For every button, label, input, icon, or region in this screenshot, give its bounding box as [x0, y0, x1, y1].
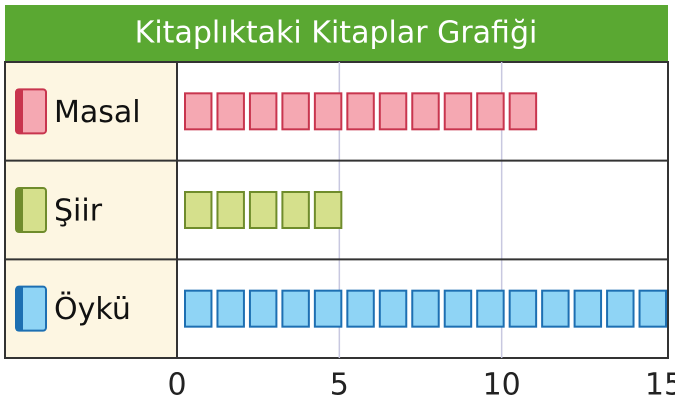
book-cell: [346, 289, 375, 328]
book-spine: [16, 286, 23, 331]
chart-title: Kitaplıktaki Kitaplar Grafiği: [135, 16, 538, 51]
book-cell: [313, 289, 343, 328]
x-tick-label: 0: [167, 368, 186, 403]
book-cell: [248, 191, 278, 229]
book-cell: [281, 92, 310, 131]
book-cell: [508, 289, 538, 328]
book-cell: [606, 289, 635, 328]
table-frame: [4, 61, 669, 359]
bar: [184, 191, 343, 229]
book-cell: [313, 191, 343, 229]
book-cell: [248, 92, 278, 131]
book-cell: [638, 289, 667, 328]
book-cell: [443, 289, 473, 328]
title-bar: [5, 5, 668, 61]
book-cell: [476, 92, 505, 131]
book-cell: [541, 289, 570, 328]
x-tick-label: 5: [330, 368, 349, 403]
book-cell: [443, 92, 473, 131]
book-cell: [411, 289, 440, 328]
book-cell: [378, 289, 408, 328]
x-tick-label: 10: [483, 368, 521, 403]
book-spine: [16, 188, 23, 232]
book-cell: [184, 92, 213, 131]
bar: [184, 92, 538, 131]
book-cell: [216, 92, 245, 131]
book-cell: [346, 92, 375, 131]
category-label: Şiir: [54, 194, 103, 229]
book-cell: [378, 92, 408, 131]
book-cell: [184, 289, 213, 328]
book-cell: [281, 289, 310, 328]
bar: [184, 289, 667, 328]
book-cell: [476, 289, 505, 328]
book-cell: [411, 92, 440, 131]
category-label: Öykü: [54, 291, 131, 327]
book-cell: [216, 191, 245, 229]
book-cell: [216, 289, 245, 328]
book-cell: [573, 289, 603, 328]
x-tick-label: 15: [645, 368, 675, 403]
category-label: Masal: [54, 95, 141, 130]
book-cell: [248, 289, 278, 328]
book-cell: [281, 191, 310, 229]
book-spine: [16, 89, 23, 134]
book-cell: [508, 92, 538, 131]
book-cell: [313, 92, 343, 131]
book-cell: [184, 191, 213, 229]
